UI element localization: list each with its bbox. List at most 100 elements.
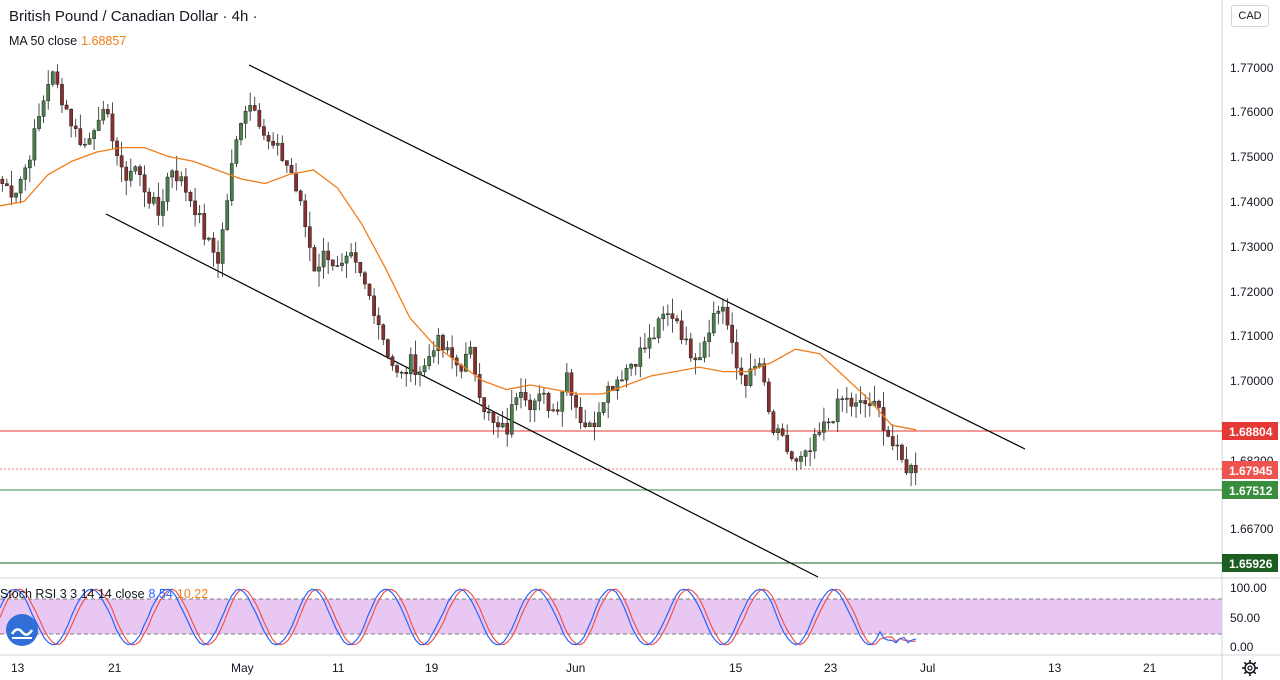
candle-up	[565, 372, 569, 393]
channel-lower-trendline[interactable]	[105, 213, 819, 578]
price-tag-resistance[interactable]: 1.68804	[1222, 422, 1278, 440]
stoch-k-line	[0, 588, 917, 646]
candle-down	[523, 392, 528, 401]
currency-badge[interactable]: CAD	[1231, 5, 1269, 27]
candle-down	[280, 142, 285, 161]
candle-up	[101, 109, 106, 121]
candle-up	[179, 176, 184, 182]
price-tag-support[interactable]: 1.67512	[1222, 481, 1278, 499]
candle-down	[620, 379, 624, 382]
candle-down	[780, 428, 785, 436]
candle-down	[257, 110, 262, 127]
candle-up	[243, 110, 248, 124]
candle-up	[128, 170, 133, 181]
candle-down	[482, 397, 487, 413]
svg-text:1.67945: 1.67945	[1229, 464, 1273, 478]
candle-down	[849, 397, 854, 407]
candle-down	[863, 400, 868, 405]
candle-up	[776, 428, 780, 433]
candle-up	[32, 128, 37, 161]
candle-up	[197, 213, 202, 216]
candle-up	[652, 337, 656, 340]
candle-up	[509, 404, 514, 435]
candle-down	[395, 365, 399, 373]
candle-up	[46, 84, 51, 102]
time-axis-label: 13	[11, 661, 25, 675]
candle-up	[220, 229, 225, 264]
settings-gear-icon[interactable]	[1241, 659, 1259, 677]
candle-down	[363, 272, 367, 285]
ma-legend[interactable]: MA 50 close 1.68857	[9, 34, 126, 48]
tradingview-logo-icon[interactable]	[6, 614, 38, 646]
price-axis-label: 1.72000	[1230, 285, 1274, 299]
symbol-title[interactable]: British Pound / Canadian Dollar · 4h ·	[9, 8, 258, 25]
stoch-band	[0, 599, 1222, 634]
candle-down	[441, 334, 445, 351]
candle-up	[812, 434, 817, 452]
candle-up	[629, 364, 633, 369]
candle-up	[344, 255, 349, 264]
candle-down	[670, 313, 675, 319]
candle-up	[514, 397, 519, 405]
candle-up	[206, 237, 211, 240]
candle-down	[385, 339, 390, 358]
candle-down	[271, 141, 275, 146]
stoch-rsi-series	[0, 588, 917, 646]
candle-up	[96, 119, 101, 131]
time-axis[interactable]: 13 21 May 11 19 Jun 15 23 Jul 13 21	[11, 661, 1157, 675]
candle-down	[216, 252, 220, 264]
candle-up	[92, 130, 96, 139]
candle-down	[294, 172, 298, 192]
candle-up	[229, 163, 234, 201]
candle-down	[404, 371, 409, 375]
channel-upper-trendline[interactable]	[248, 64, 1026, 450]
candle-down	[289, 165, 294, 174]
candlestick-series	[0, 64, 918, 487]
candle-up	[225, 200, 230, 230]
candle-down	[913, 464, 918, 473]
stoch-axis-label: 0.00	[1230, 640, 1254, 654]
candle-down	[312, 247, 317, 272]
candle-down	[904, 459, 909, 474]
stoch-d-line	[0, 588, 916, 646]
candle-up	[23, 167, 28, 180]
candle-up	[37, 116, 41, 129]
candle-up	[248, 105, 253, 112]
candle-down	[477, 374, 482, 398]
candle-down	[574, 395, 578, 408]
candle-up	[436, 334, 441, 351]
price-tag-last[interactable]: 1.67945	[1222, 461, 1278, 479]
price-pane[interactable]	[0, 0, 1222, 578]
candle-up	[170, 170, 174, 178]
candle-down	[211, 237, 216, 253]
ma50-line	[0, 146, 917, 431]
stoch-legend[interactable]: Stoch RSI 3 3 14 14 close 8.54 10.22	[0, 587, 208, 601]
candle-down	[450, 347, 454, 359]
candle-down	[840, 398, 845, 401]
candle-up	[468, 346, 473, 355]
candle-down	[491, 411, 496, 423]
candle-down	[353, 252, 358, 263]
candle-up	[537, 393, 542, 402]
price-tag-lower-support[interactable]: 1.65926	[1222, 554, 1278, 572]
candle-down	[119, 155, 124, 168]
candle-up	[702, 341, 707, 358]
candle-down	[9, 185, 14, 198]
candle-down	[744, 374, 748, 386]
candle-up	[597, 412, 601, 428]
candle-down	[55, 71, 60, 85]
stoch-axis[interactable]: 100.00 50.00 0.00	[1230, 581, 1267, 654]
time-axis-label: 23	[824, 661, 838, 675]
candle-up	[133, 166, 138, 172]
candle-down	[900, 444, 904, 460]
candle-down	[138, 166, 142, 175]
time-axis-label: 21	[108, 661, 122, 675]
candle-down	[367, 283, 372, 297]
candle-up	[684, 338, 689, 341]
candle-up	[408, 354, 413, 375]
candle-up	[165, 176, 170, 202]
candle-down	[881, 407, 886, 431]
candle-up	[151, 196, 156, 204]
